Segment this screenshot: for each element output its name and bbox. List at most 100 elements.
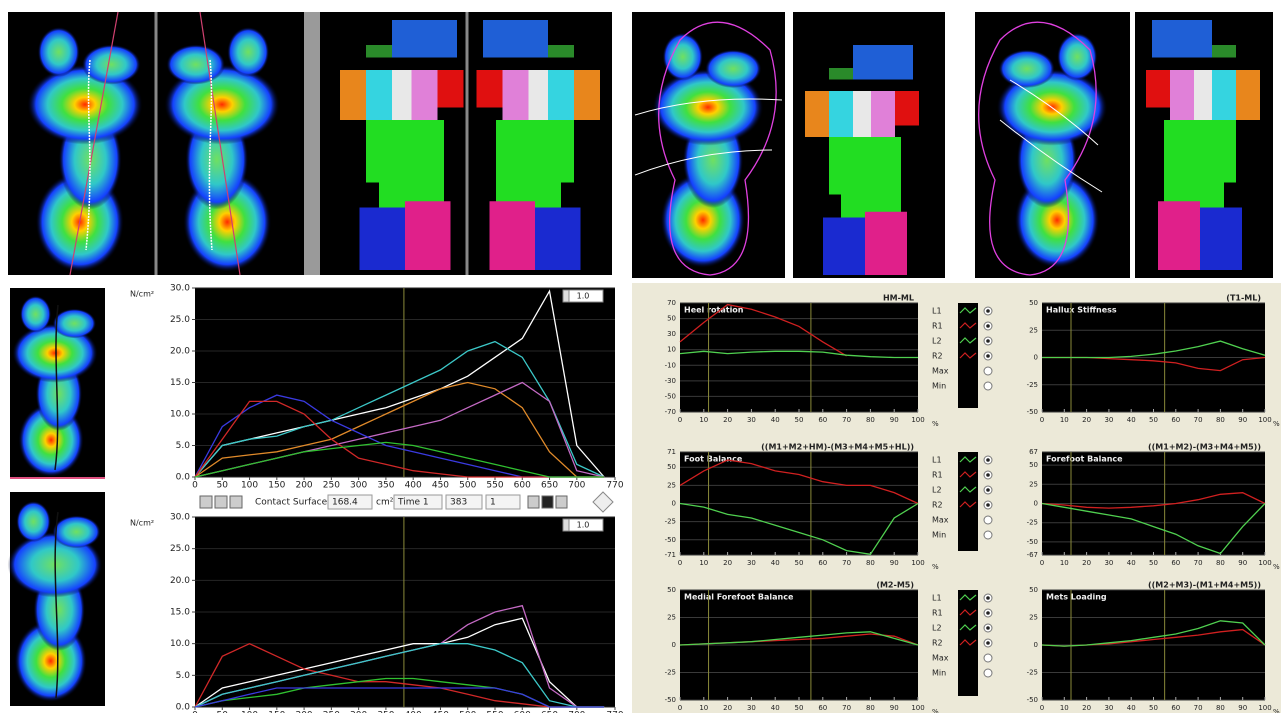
x-tick-label: 100	[911, 416, 924, 424]
y-tick-label: -30	[665, 377, 676, 385]
x-tick-label: 100	[911, 704, 924, 712]
contact-value: 168.4	[332, 498, 358, 508]
legend-label: Max	[932, 367, 949, 376]
x-tick-label: 30	[1104, 704, 1113, 712]
y-tick-label: 0	[1034, 641, 1038, 649]
foot-segment	[412, 70, 438, 120]
foot-segment	[1152, 20, 1212, 58]
foot-segment	[1158, 201, 1200, 270]
legend-label: Min	[932, 382, 946, 391]
toolbar-button[interactable]	[556, 496, 567, 508]
x-tick-label: 770	[606, 481, 623, 491]
y-tick-label: 50	[1029, 586, 1038, 594]
chart-label: Hallux Stiffness	[1046, 306, 1117, 315]
heat-hallux	[663, 33, 703, 81]
foot-segment	[1212, 70, 1236, 120]
x-tick-label: 550	[486, 481, 503, 491]
chart-title: ((M1+M2)-(M3+M4+M5))	[1148, 443, 1261, 452]
image-panel	[304, 12, 320, 275]
x-tick-label: 50	[1149, 416, 1158, 424]
x-tick-label: 300	[350, 481, 367, 491]
foot-segment	[1212, 45, 1236, 58]
legend-radio[interactable]	[984, 654, 992, 662]
foot-segment	[496, 120, 574, 183]
x-tick-label: 10	[699, 416, 708, 424]
y-tick-label: 15.0	[170, 608, 190, 618]
y-tick-label: 25	[667, 481, 676, 489]
y-tick-label: 20.0	[170, 576, 190, 586]
legend-radio[interactable]	[984, 382, 992, 390]
y-tick-label: 50	[667, 315, 676, 323]
foot-segment	[1200, 208, 1242, 271]
legend-radio[interactable]	[984, 531, 992, 539]
foot-segment	[405, 201, 451, 270]
legend-label: R1	[932, 609, 943, 618]
x-tick-label: 60	[818, 559, 827, 567]
foot-segment	[829, 137, 901, 195]
legend-radio-dot	[986, 596, 990, 600]
x-tick-label: 70	[842, 416, 851, 424]
x-tick-label: 60	[818, 416, 827, 424]
toolbar-button[interactable]	[542, 496, 553, 508]
foot-segment	[853, 45, 913, 80]
x-tick-label: 250	[323, 481, 340, 491]
x-tick-label: 80	[1216, 416, 1225, 424]
x-tick-label: 60	[1171, 559, 1180, 567]
x-tick-label: 80	[866, 416, 875, 424]
contact-unit: cm²	[376, 498, 394, 508]
toolbar-icon[interactable]	[230, 496, 242, 508]
foot-segment	[829, 68, 853, 80]
y-tick-label: 5.0	[176, 671, 191, 681]
y-tick-label: -25	[1027, 519, 1038, 527]
x-tick-label: 0	[678, 416, 682, 424]
foot-segment	[853, 91, 871, 137]
toolbar-button[interactable]	[528, 496, 539, 508]
chart-title: ((M2+M3)-(M1+M4+M5))	[1148, 581, 1261, 590]
y-tick-label: 5.0	[176, 441, 191, 451]
x-tick-label: 350	[377, 481, 394, 491]
x-tick-label: 90	[1238, 704, 1247, 712]
x-tick-label: 10	[1060, 704, 1069, 712]
unit-label: N/cm²	[130, 519, 154, 528]
x-tick-label: 10	[699, 559, 708, 567]
y-tick-label: -25	[1027, 381, 1038, 389]
x-tick-label: 60	[1171, 416, 1180, 424]
legend-radio[interactable]	[984, 367, 992, 375]
x-tick-label: 100	[1258, 704, 1271, 712]
legend-radio[interactable]	[984, 669, 992, 677]
foot-segment	[366, 45, 392, 58]
x-tick-label: 90	[890, 416, 899, 424]
heat-toes	[52, 515, 100, 548]
toolbar-icon[interactable]	[200, 496, 212, 508]
x-tick-label: 70	[1194, 416, 1203, 424]
foot-segment	[548, 45, 574, 58]
heat-toes	[166, 45, 225, 85]
x-unit: %	[1273, 563, 1280, 571]
chart-title: (M2-M5)	[876, 581, 914, 590]
legend-radio-dot	[986, 626, 990, 630]
foot-segment	[1164, 120, 1236, 183]
heat-toes	[53, 309, 97, 339]
y-tick-label: -25	[665, 669, 676, 677]
x-tick-label: 20	[723, 416, 732, 424]
y-tick-label: 25	[1029, 480, 1038, 488]
y-tick-label: -71	[665, 551, 676, 559]
legend-label: R1	[932, 471, 943, 480]
y-tick-label: 15.0	[170, 378, 190, 388]
toolbar-icon[interactable]	[215, 496, 227, 508]
x-tick-label: 20	[1082, 704, 1091, 712]
legend-label: L2	[932, 337, 942, 346]
heat-hallux	[16, 501, 50, 542]
y-tick-label: -50	[665, 536, 676, 544]
time-value: 383	[450, 498, 467, 508]
legend-radio[interactable]	[984, 516, 992, 524]
foot-segment	[823, 218, 865, 276]
y-tick-label: 70	[667, 299, 676, 307]
x-tick-label: 90	[1238, 416, 1247, 424]
y-tick-label: 25	[1029, 614, 1038, 622]
zoom-spinner[interactable]	[563, 290, 569, 302]
zoom-spinner[interactable]	[563, 519, 569, 531]
foot-segment	[895, 91, 919, 126]
x-tick-label: 30	[747, 559, 756, 567]
x-tick-label: 80	[1216, 559, 1225, 567]
